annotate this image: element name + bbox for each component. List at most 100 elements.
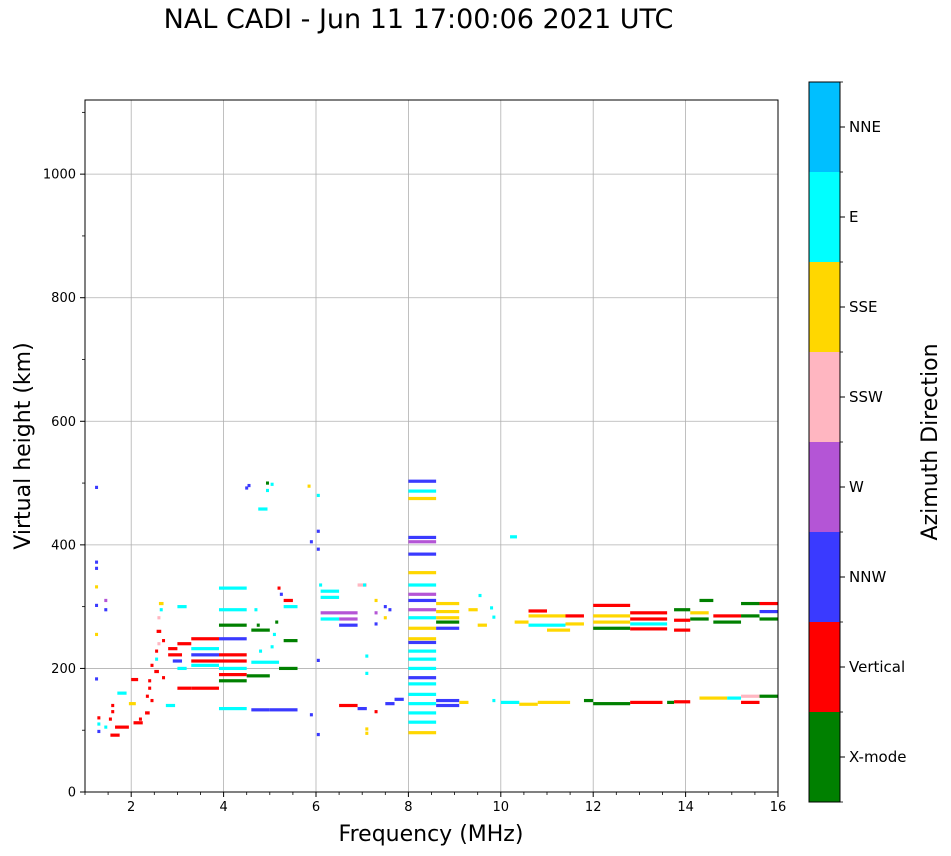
echo-segment <box>408 637 437 641</box>
colorbar-swatch <box>809 622 840 712</box>
echo-segment <box>565 614 584 618</box>
echo-segment <box>165 703 176 708</box>
echo-segment <box>191 659 219 663</box>
echo-segment <box>593 614 631 618</box>
echo-segment <box>177 666 187 671</box>
echo-point <box>383 616 387 620</box>
echo-segment <box>547 628 571 632</box>
echo-point <box>307 484 311 488</box>
echo-point <box>265 481 269 485</box>
echo-point <box>388 608 392 612</box>
echo-segment <box>158 601 164 606</box>
echo-segment <box>593 620 631 624</box>
echo-point <box>374 611 378 615</box>
echo-point <box>319 583 323 587</box>
echo-point <box>95 677 99 681</box>
echo-point <box>104 608 108 612</box>
echo-segment <box>191 663 219 667</box>
echo-segment <box>218 637 247 641</box>
echo-segment <box>741 694 760 698</box>
echo-segment <box>759 601 778 606</box>
echo-segment <box>408 571 437 575</box>
echo-segment <box>385 702 395 706</box>
echo-point <box>247 483 251 488</box>
echo-segment <box>110 733 120 737</box>
echo-segment <box>408 657 437 661</box>
grid-lines <box>85 100 778 792</box>
echo-segment <box>408 583 437 587</box>
echo-segment <box>145 711 150 715</box>
echo-point <box>316 547 320 551</box>
echo-segment <box>408 626 437 630</box>
echo-segment <box>699 696 728 700</box>
echo-segment <box>408 592 437 596</box>
echo-segment <box>528 623 566 627</box>
echo-point <box>270 482 274 486</box>
colorbar-tick-label: W <box>849 478 864 496</box>
echo-segment <box>583 698 594 703</box>
echo-point <box>145 694 149 698</box>
echo-point <box>490 606 494 610</box>
echo-point <box>316 658 320 662</box>
y-tick-label: 800 <box>51 291 76 306</box>
echo-segment <box>674 608 691 612</box>
echo-segment <box>667 700 675 705</box>
echo-point <box>275 620 279 624</box>
echo-segment <box>593 603 631 608</box>
echo-point <box>245 486 249 490</box>
echo-point <box>97 722 101 726</box>
echo-segment <box>408 496 437 501</box>
echo-point <box>97 729 101 734</box>
echo-segment <box>630 622 668 626</box>
x-tick-label: 4 <box>219 800 227 815</box>
echo-segment <box>258 507 268 511</box>
y-tick-label: 600 <box>51 415 76 430</box>
colorbar-swatch <box>809 262 840 352</box>
echo-segment <box>408 489 437 493</box>
x-tick-label: 2 <box>127 800 135 815</box>
echo-point <box>95 566 99 570</box>
colorbar-tick-label: E <box>849 208 858 226</box>
echo-segment <box>690 611 709 615</box>
y-axis-label: Virtual height (km) <box>11 342 36 549</box>
echo-segment <box>408 720 437 724</box>
echo-segment <box>510 535 517 539</box>
colorbar-tick-label: Vertical <box>849 658 905 676</box>
echo-point <box>162 676 166 680</box>
x-tick-label: 10 <box>493 800 510 815</box>
echo-point <box>478 593 482 598</box>
axis-ticks: 2 4 6 8 10 12 14 16 0 200 400 600 800 1000 <box>43 111 786 815</box>
echo-segment <box>408 649 437 653</box>
echo-point <box>111 710 115 714</box>
echo-segment <box>131 677 139 682</box>
echo-segment <box>408 692 437 696</box>
echo-segment <box>408 540 437 544</box>
echo-segment <box>218 623 247 627</box>
echo-segment <box>218 659 247 663</box>
echo-segment <box>154 669 159 674</box>
echo-segment <box>630 611 668 615</box>
echo-point <box>138 717 142 721</box>
echo-segment <box>168 653 183 657</box>
echo-point <box>95 485 99 489</box>
echo-point <box>374 710 378 714</box>
echo-segment <box>128 702 136 706</box>
echo-segment <box>593 702 631 706</box>
echo-segment <box>408 676 437 680</box>
echo-point <box>365 671 369 675</box>
echo-segment <box>218 666 247 671</box>
echo-segment <box>357 706 367 711</box>
echo-segment <box>408 616 437 620</box>
echo-segment <box>320 617 340 621</box>
echo-point <box>95 603 99 608</box>
echo-segment <box>741 614 760 618</box>
echo-point <box>272 632 276 637</box>
echo-point <box>254 608 258 612</box>
echo-point <box>95 632 99 637</box>
echo-segment <box>408 731 437 735</box>
echo-segment <box>283 598 293 603</box>
echo-segment <box>191 647 219 651</box>
echo-segment <box>436 698 460 703</box>
echo-segment <box>408 552 437 556</box>
